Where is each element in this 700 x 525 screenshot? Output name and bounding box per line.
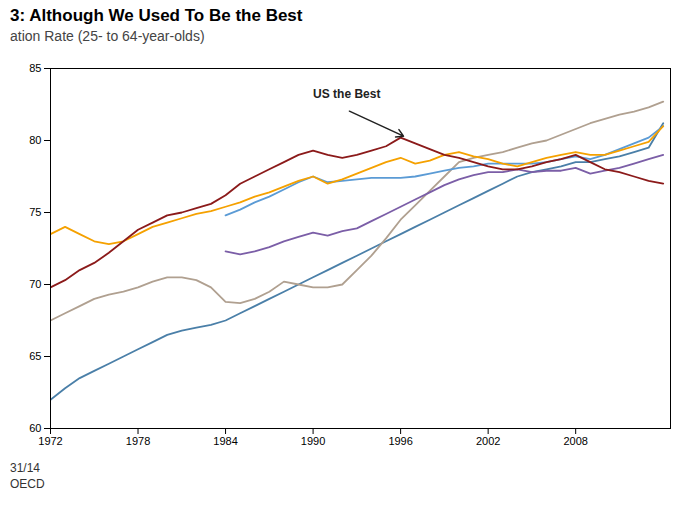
svg-text:1990: 1990 xyxy=(301,435,325,447)
svg-text:80: 80 xyxy=(29,134,41,146)
svg-text:65: 65 xyxy=(29,350,41,362)
svg-text:2008: 2008 xyxy=(563,435,587,447)
html-text:3: Although We Used To Be the: 3: Although We Used To Be the Best xyxy=(10,6,303,25)
svg-text:75: 75 xyxy=(29,206,41,218)
svg-text:1972: 1972 xyxy=(38,435,62,447)
svg-text:1978: 1978 xyxy=(126,435,150,447)
svg-text:60: 60 xyxy=(29,422,41,434)
svg-text:US the Best: US the Best xyxy=(313,87,380,101)
html-text:OECD: OECD xyxy=(10,477,45,491)
svg-text:70: 70 xyxy=(29,278,41,290)
svg-text:85: 85 xyxy=(29,62,41,74)
html-text:ation Rate (25- to 64-year-old: ation Rate (25- to 64-year-olds) xyxy=(10,28,205,44)
svg-text:1996: 1996 xyxy=(388,435,412,447)
svg-text:1984: 1984 xyxy=(213,435,237,447)
html-text:31/14: 31/14 xyxy=(10,461,40,475)
svg-text:2002: 2002 xyxy=(476,435,500,447)
